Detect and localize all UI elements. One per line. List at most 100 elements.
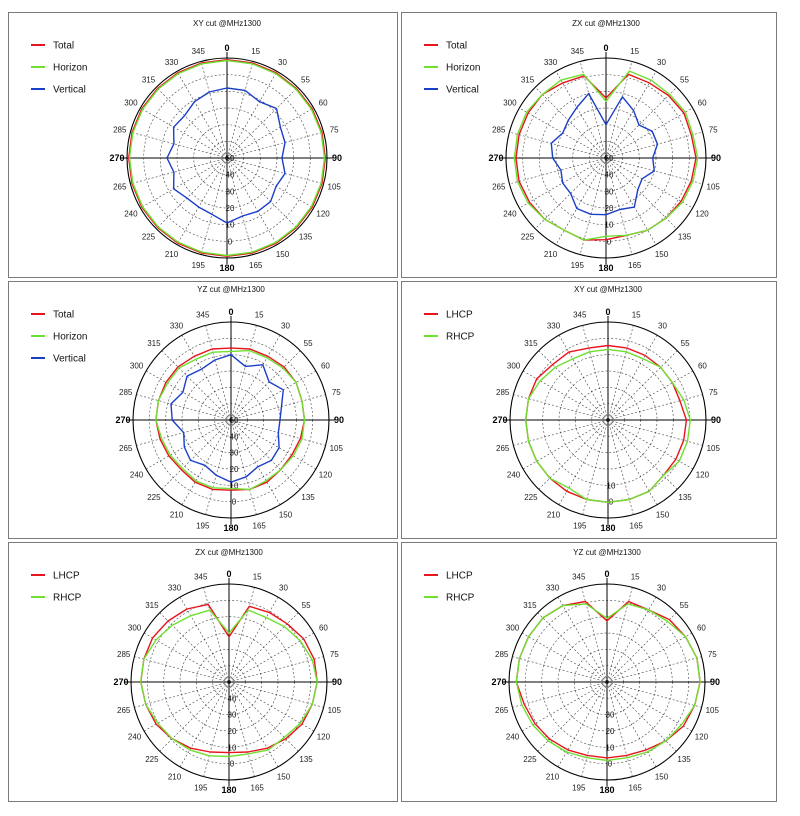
radial-label: 0 [232,498,237,507]
angle-label: 105 [706,706,720,715]
angle-label: 225 [145,755,159,764]
polar-panel-yz-circ: YZ cut @MHz1300 0 15 30 55 60 75 90 105 120 135 150… [401,542,777,802]
grid-spoke [605,131,703,159]
angle-label: 345 [571,47,585,56]
grid-spoke [226,71,278,159]
grid-spoke [605,107,693,159]
grid-spoke [200,61,228,159]
grid-spoke [509,131,607,159]
angle-label: 330 [544,58,558,67]
grid-spoke [140,157,228,209]
chart-title: XY cut @MHz1300 [574,285,643,294]
legend-label: Vertical [446,85,479,96]
angle-label: 15 [253,573,262,582]
series-line-total [127,59,326,257]
grid-spoke [606,632,693,683]
radial-label: 40 [228,694,237,703]
angle-label: 180 [598,263,613,273]
grid-spoke [228,681,279,768]
series-line-vertical [166,87,286,224]
grid-spoke [607,334,658,421]
grid-spoke [143,632,230,683]
grid-spoke [521,632,608,683]
angle-label: 165 [630,521,644,530]
grid-spoke [228,681,315,732]
angle-label: 270 [113,677,128,687]
grid-spoke [230,419,281,506]
angle-label: 0 [226,569,231,579]
grid-spoke [205,325,232,421]
angle-label: 180 [221,785,236,795]
radial-label: 10 [228,743,237,752]
polar-chart-svg: ZX cut @MHz1300 0 15 30 55 60 75 90 105 120 135 150… [31,548,342,795]
angle-label: 265 [495,706,509,715]
angle-label: 210 [546,772,560,781]
angle-label: 120 [696,471,710,480]
grid-spoke [159,681,230,752]
grid-spoke [521,681,608,732]
grid-spoke [581,681,608,777]
angle-label: 30 [657,584,666,593]
series-line-rhcp [140,609,318,758]
radial-label: 40 [605,171,614,180]
grid-spoke [606,587,633,683]
polar-panel-zx-circ: ZX cut @MHz1300 0 15 30 55 60 75 90 105 120 135 150… [8,542,398,802]
legend-label: Total [446,41,467,52]
angle-label: 265 [492,183,506,192]
angle-label: 30 [281,322,290,331]
legend-label: Vertical [53,354,86,365]
angle-label: 120 [317,733,331,742]
angle-label: 165 [629,783,643,792]
angle-label: 75 [708,650,717,659]
grid-spoke [557,681,608,768]
angle-label: 75 [330,650,339,659]
grid-spoke [226,157,298,229]
angle-label: 75 [330,125,339,134]
angle-label: 60 [698,362,707,371]
grid-spoke [607,350,678,421]
angle-label: 150 [279,510,293,519]
grid-spoke [130,131,228,159]
grid-spoke [156,157,228,229]
angle-label: 265 [117,706,131,715]
grid-spoke [605,61,633,159]
grid-spoke [230,370,317,421]
radial-label: 50 [226,154,235,163]
chart-title: YZ cut @MHz1300 [573,548,641,557]
angle-label: 330 [547,322,561,331]
angle-label: 240 [124,210,138,219]
angle-label: 210 [168,772,182,781]
radial-label: 10 [230,481,239,490]
legend-label: Total [53,41,74,52]
angle-label: 225 [523,755,537,764]
angle-label: 225 [147,493,161,502]
angle-label: 210 [170,510,184,519]
polar-chart-svg: YZ cut @MHz1300 0 15 30 55 60 75 90 105 120 135 150… [31,285,344,533]
angle-label: 270 [488,153,503,163]
grid-spoke [605,157,677,229]
grid-spoke [228,681,324,708]
angle-label: 15 [632,311,641,320]
grid-spoke [230,419,257,515]
grid-spoke [181,419,232,506]
angle-label: 240 [507,471,521,480]
grid-spoke [605,71,657,159]
series-line-lhcp [140,603,318,754]
chart-title: YZ cut @MHz1300 [197,285,265,294]
grid-spoke [606,681,702,708]
angle-label: 315 [142,76,156,85]
series-line-horizon [513,70,699,241]
angle-label: 0 [604,569,609,579]
grid-spoke [226,157,324,185]
grid-spoke [606,681,693,732]
angle-label: 165 [253,521,267,530]
radial-label: 20 [230,465,239,474]
grid-spoke [512,656,608,683]
radial-label: 50 [605,154,614,163]
angle-label: 315 [521,76,535,85]
angle-label: 135 [678,493,692,502]
angle-label: 120 [695,733,709,742]
angle-label: 285 [492,125,506,134]
grid-spoke [228,632,315,683]
grid-spoke [176,71,228,159]
